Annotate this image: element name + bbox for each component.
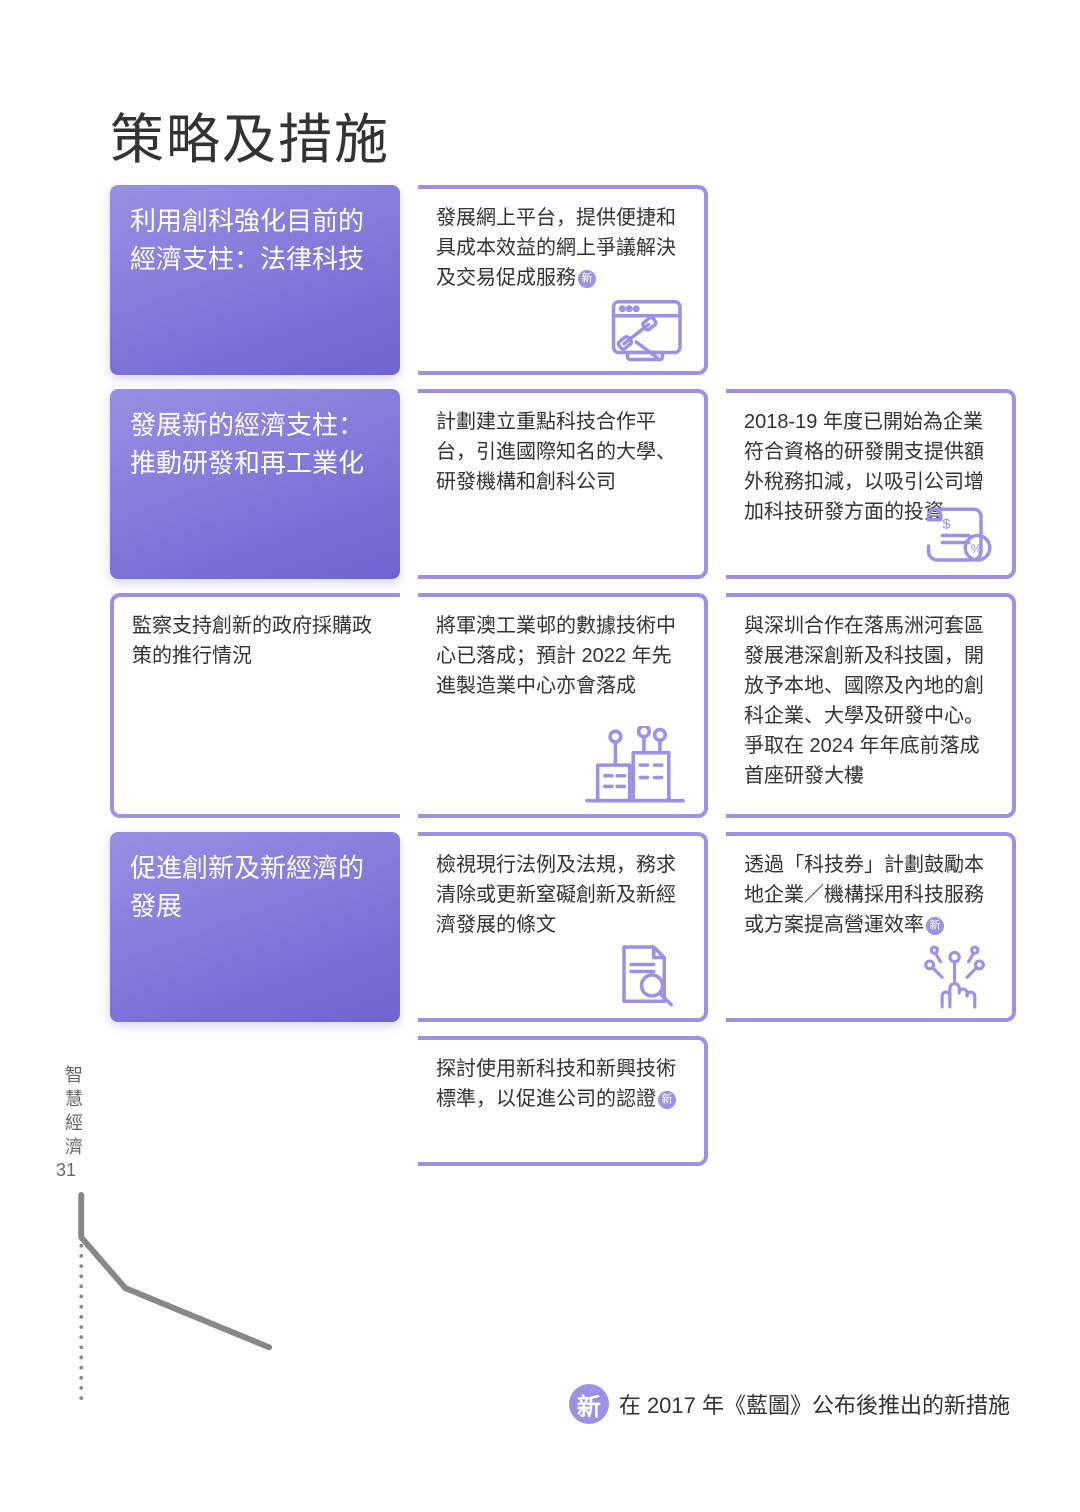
pillar-legaltech-text: 利用創科強化目前的經濟支柱：法律科技 — [130, 203, 380, 278]
side-section-label: 智慧經濟 — [60, 1065, 86, 1161]
card-tech-platform: 計劃建立重點科技合作平台，引進國際知名的大學、研發機構和創科公司 — [418, 389, 708, 579]
card-new-standards-text: 探討使用新科技和新興技術標準，以促進公司的認證 — [436, 1058, 676, 1110]
card-online-platform-text: 發展網上平台，提供便捷和具成本效益的網上爭議解決及交易促成服務 — [436, 207, 676, 289]
card-review-laws: 檢視現行法例及法規，務求清除或更新窒礙創新及新經濟發展的條文 — [418, 832, 708, 1022]
content-grid: 利用創科強化目前的經濟支柱：法律科技 發展網上平台，提供便捷和具成本效益的網上爭… — [110, 185, 1030, 1180]
new-badge-icon — [658, 1091, 676, 1109]
card-shenzhen-park-text: 與深圳合作在落馬洲河套區發展港深創新及科技園，開放予本地、國際及內地的創科企業、… — [744, 615, 984, 787]
tax-scroll-icon: $ % — [908, 497, 998, 567]
pillar-innovation-text: 促進創新及新經濟的發展 — [130, 850, 380, 925]
row-1: 利用創科強化目前的經濟支柱：法律科技 發展網上平台，提供便捷和具成本效益的網上爭… — [110, 185, 1030, 375]
gavel-browser-icon — [600, 293, 690, 363]
row-4: 促進創新及新經濟的發展 檢視現行法例及法規，務求清除或更新窒礙創新及新經濟發展的… — [110, 832, 1030, 1022]
spacer — [726, 185, 1016, 375]
row-5: 探討使用新科技和新興技術標準，以促進公司的認證 — [110, 1036, 1030, 1166]
row-2: 發展新的經濟支柱：推動研發和再工業化 計劃建立重點科技合作平台，引進國際知名的大… — [110, 389, 1030, 579]
card-tech-voucher: 透過「科技券」計劃鼓勵本地企業／機構採用科技服務或方案提高營運效率 — [726, 832, 1016, 1022]
page-number: 31 — [56, 1160, 76, 1181]
card-tech-platform-text: 計劃建立重點科技合作平台，引進國際知名的大學、研發機構和創科公司 — [436, 411, 676, 493]
spacer — [110, 1036, 400, 1166]
card-data-centre: 將軍澳工業邨的數據技術中心已落成；預計 2022 年先進製造業中心亦會落成 — [418, 593, 708, 818]
pillar-innovation: 促進創新及新經濟的發展 — [110, 832, 400, 1022]
card-procurement-text: 監察支持創新的政府採購政策的推行情況 — [132, 615, 372, 667]
decorative-line — [56, 1195, 296, 1415]
pillar-rnd-text: 發展新的經濟支柱：推動研發和再工業化 — [130, 407, 380, 482]
card-new-standards: 探討使用新科技和新興技術標準，以促進公司的認證 — [418, 1036, 708, 1166]
row-3: 監察支持創新的政府採購政策的推行情況 將軍澳工業邨的數據技術中心已落成；預計 2… — [110, 593, 1030, 818]
pillar-rnd: 發展新的經濟支柱：推動研發和再工業化 — [110, 389, 400, 579]
svg-text:%: % — [971, 541, 983, 556]
new-badge-icon — [926, 917, 944, 935]
footer-note: 新 在 2017 年《藍圖》公布後推出的新措施 — [569, 1384, 1010, 1424]
new-badge-icon — [578, 270, 596, 288]
doc-search-icon — [600, 940, 690, 1010]
page-title: 策略及措施 — [110, 95, 390, 174]
new-badge-large-icon: 新 — [569, 1384, 609, 1424]
card-shenzhen-park: 與深圳合作在落馬洲河套區發展港深創新及科技園，開放予本地、國際及內地的創科企業、… — [726, 593, 1016, 818]
svg-text:$: $ — [943, 516, 951, 532]
card-procurement: 監察支持創新的政府採購政策的推行情況 — [110, 593, 400, 818]
card-tax-deduction: 2018-19 年度已開始為企業符合資格的研發開支提供額外稅務扣減，以吸引公司增… — [726, 389, 1016, 579]
spacer — [726, 1036, 1016, 1166]
card-tech-voucher-text: 透過「科技券」計劃鼓勵本地企業／機構採用科技服務或方案提高營運效率 — [744, 854, 984, 936]
card-online-platform: 發展網上平台，提供便捷和具成本效益的網上爭議解決及交易促成服務 — [418, 185, 708, 375]
tech-hand-icon — [908, 940, 998, 1010]
factory-icon — [580, 726, 690, 806]
card-review-laws-text: 檢視現行法例及法規，務求清除或更新窒礙創新及新經濟發展的條文 — [436, 854, 676, 936]
pillar-legaltech: 利用創科強化目前的經濟支柱：法律科技 — [110, 185, 400, 375]
footer-note-text: 在 2017 年《藍圖》公布後推出的新措施 — [619, 1388, 1010, 1420]
card-data-centre-text: 將軍澳工業邨的數據技術中心已落成；預計 2022 年先進製造業中心亦會落成 — [436, 615, 676, 697]
